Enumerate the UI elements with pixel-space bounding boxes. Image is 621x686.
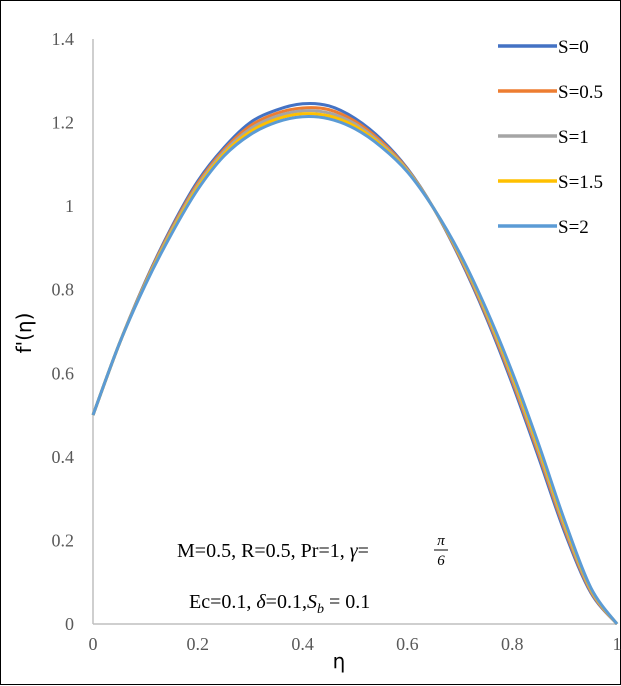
y-tick-label: 1 <box>65 196 74 216</box>
annotation-line2-mid: =0.1, <box>266 591 307 613</box>
x-axis-label: η <box>333 649 346 673</box>
x-tick-label: 0.4 <box>291 634 314 654</box>
annotation-six: 6 <box>437 553 445 569</box>
x-tick-label: 0.8 <box>501 634 524 654</box>
svg-text:M=0.5, R=0.5, Pr=1, γ=: M=0.5, R=0.5, Pr=1, γ= <box>177 540 369 562</box>
y-tick-label: 1.4 <box>52 29 75 49</box>
y-tick-label: 0.8 <box>52 280 75 300</box>
y-tick-label: 0.2 <box>52 530 75 550</box>
legend-label-0: S=0 <box>558 37 589 58</box>
y-tick-label: 0 <box>65 614 74 634</box>
y-tick-label: 1.2 <box>52 113 75 133</box>
annotation-line1-eq: = <box>358 540 369 562</box>
legend-label-2: S=1 <box>558 127 589 148</box>
annotation-pi: π <box>437 533 445 549</box>
annotation-sb-sub: b <box>317 602 324 617</box>
x-tick-label: 0.2 <box>187 634 210 654</box>
annotation-line2-suffix: = 0.1 <box>324 591 370 613</box>
svg-text:Ec=0.1, δ=0.1,Sb = 0.1: Ec=0.1, δ=0.1,Sb = 0.1 <box>189 591 370 617</box>
annotation-parameters-2: Ec=0.1, δ=0.1,Sb = 0.1 <box>189 591 370 617</box>
x-tick-label: 1 <box>613 634 621 654</box>
annotation-line2-prefix: Ec=0.1, <box>189 591 256 613</box>
annotation-line1-prefix: M=0.5, R=0.5, Pr=1, <box>177 540 350 562</box>
y-tick-label: 0.6 <box>52 363 75 383</box>
legend-label-1: S=0.5 <box>558 82 603 103</box>
y-axis-label: f'(η) <box>12 313 36 354</box>
legend-label-4: S=2 <box>558 217 589 238</box>
annotation-sb: S <box>307 591 317 613</box>
legend-label-3: S=1.5 <box>558 172 603 193</box>
legend: S=0 S=0.5 S=1 S=1.5 S=2 <box>498 37 603 238</box>
y-tick-label: 0.4 <box>52 447 75 467</box>
x-tick-label: 0 <box>89 634 98 654</box>
annotation-parameters-1: M=0.5, R=0.5, Pr=1, γ= π 6 <box>177 533 448 569</box>
x-tick-label: 0.6 <box>396 634 419 654</box>
